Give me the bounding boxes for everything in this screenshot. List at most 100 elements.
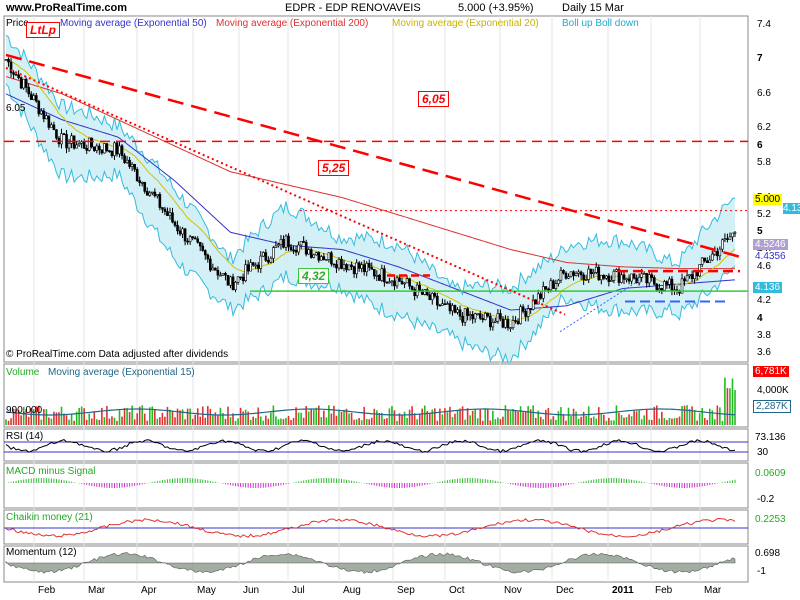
candle-body (529, 308, 532, 310)
volume-bar (96, 419, 98, 425)
volume-bar (721, 420, 724, 425)
candle-body (499, 313, 502, 320)
volume-bar (623, 417, 625, 425)
candle-body (186, 240, 189, 243)
candle-body (148, 192, 152, 196)
candle-body (37, 100, 41, 115)
candle-body (201, 245, 205, 251)
price-axis-tick: 4.6 (757, 260, 771, 272)
candle-body (70, 135, 73, 144)
candle-body (352, 266, 356, 275)
volume-bar (461, 406, 464, 425)
candle-body (690, 274, 694, 280)
volume-bar (184, 419, 186, 425)
volume-bar (439, 408, 441, 425)
candle-body (554, 283, 558, 289)
candle-body (325, 259, 328, 261)
candle-body (723, 238, 727, 241)
tag-mid: 4.4356 (753, 251, 788, 262)
volume-bar (292, 418, 295, 425)
candle-body (171, 212, 174, 223)
candle-body (347, 264, 351, 271)
candle-body (683, 278, 686, 282)
candle-body (567, 276, 570, 279)
candle-body (47, 115, 51, 128)
volume-bar (68, 419, 70, 425)
volume-bar (391, 406, 393, 425)
legend-ma50: Moving average (Exponential 50) (60, 18, 207, 29)
volume-bar (128, 412, 131, 425)
panel-frame-3 (3, 462, 749, 509)
volume-bar (259, 416, 262, 425)
volume-bar (673, 418, 676, 425)
volume-bar (161, 412, 164, 425)
volume-bar (514, 410, 517, 425)
candle-body (436, 295, 439, 306)
candle-body (451, 305, 454, 312)
candle-body (357, 262, 361, 269)
volume-bar (585, 415, 587, 425)
candle-body (340, 258, 343, 269)
site-name[interactable]: www.ProRealTime.com (6, 2, 128, 14)
candle-body (330, 252, 333, 265)
candle-body (398, 277, 401, 282)
volume-bar (148, 407, 151, 425)
candle-body (491, 322, 495, 328)
volume-bar (524, 412, 527, 425)
candle-body (145, 191, 149, 196)
volume-bar (222, 412, 224, 425)
candle-body (75, 144, 78, 149)
volume-bar (724, 377, 726, 425)
candle-body (4, 59, 8, 61)
volume-bar (633, 410, 635, 425)
candle-body (320, 256, 323, 261)
volume-bar (562, 414, 565, 425)
volume-bar (108, 418, 111, 425)
volume-bar (209, 408, 212, 425)
volume-bar (522, 412, 524, 425)
candle-body (413, 289, 416, 296)
candle-body (547, 288, 550, 291)
candle-body (642, 273, 646, 275)
volume-bar (661, 411, 663, 425)
candle-body (600, 275, 603, 281)
candle-body (489, 315, 492, 328)
price-axis-tick: 7 (757, 53, 763, 65)
volume-bar (529, 409, 532, 425)
volume-bar (20, 415, 22, 425)
candle-body (463, 308, 467, 323)
candle-body (370, 267, 374, 270)
volume-bar (517, 411, 519, 425)
candle-body (50, 124, 53, 128)
candle-body (98, 145, 101, 151)
volume-bar (539, 416, 542, 425)
volume-bar (368, 419, 371, 425)
volume-bar (60, 406, 63, 425)
candle-body (55, 129, 58, 139)
volume-bar (118, 410, 121, 425)
volume-bar (681, 406, 683, 425)
volume-bar (378, 413, 381, 425)
volume-bar (545, 409, 547, 425)
volume-bar (476, 418, 479, 425)
volume-bar (658, 418, 661, 425)
candle-body (231, 276, 235, 291)
volume-bar (5, 419, 7, 425)
volume-bar (345, 408, 348, 425)
candle-body (153, 191, 157, 197)
volume-bar (353, 419, 355, 425)
candle-body (60, 133, 63, 145)
candle-body (287, 235, 290, 248)
volume-bar (638, 410, 640, 425)
volume-bar (413, 413, 416, 425)
candle-body (52, 124, 56, 130)
price-axis-tick: 5.2 (757, 208, 771, 220)
candle-body (203, 250, 207, 256)
volume-bar (436, 420, 439, 425)
volume-bar (486, 409, 489, 425)
volume-bar (355, 419, 358, 425)
volume-bar (80, 406, 83, 425)
volume-bar (234, 420, 237, 425)
price-axis-tick: 6.2 (757, 122, 771, 134)
